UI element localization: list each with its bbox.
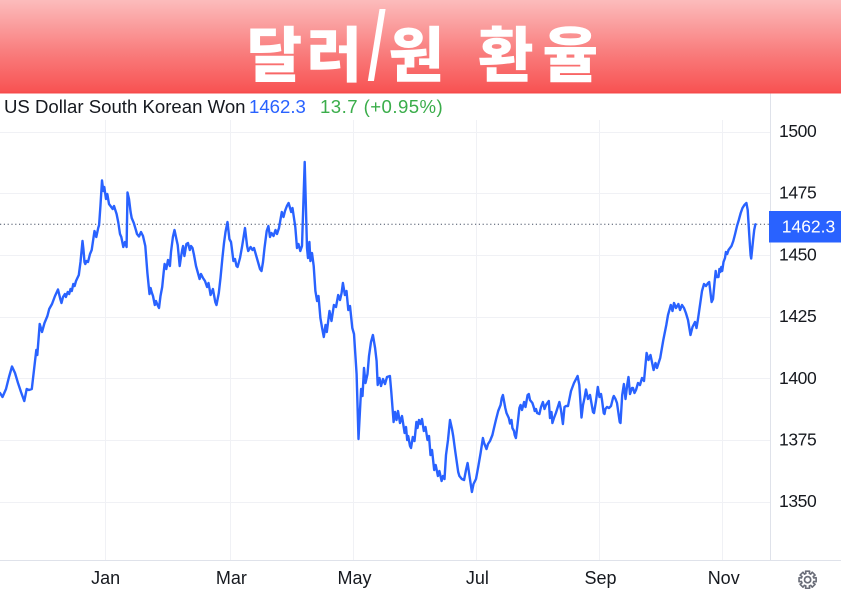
svg-text:1400: 1400 [779, 368, 817, 388]
svg-text:Jul: Jul [466, 568, 489, 588]
svg-text:Sep: Sep [584, 568, 616, 588]
svg-text:1462.3: 1462.3 [249, 96, 306, 117]
svg-text:1475: 1475 [779, 183, 816, 203]
svg-text:1375: 1375 [779, 430, 816, 450]
svg-text:1450: 1450 [779, 244, 817, 264]
svg-text:Nov: Nov [708, 568, 740, 588]
svg-text:US Dollar South Korean Won: US Dollar South Korean Won [4, 96, 246, 117]
svg-text:1462.3: 1462.3 [782, 217, 836, 237]
svg-text:1500: 1500 [779, 121, 817, 141]
svg-text:Jan: Jan [91, 568, 120, 588]
svg-text:1350: 1350 [779, 491, 817, 511]
svg-text:Mar: Mar [216, 568, 247, 588]
svg-text:13.7 (+0.95%): 13.7 (+0.95%) [320, 96, 443, 117]
svg-text:May: May [337, 568, 371, 588]
svg-text:1425: 1425 [779, 306, 816, 326]
